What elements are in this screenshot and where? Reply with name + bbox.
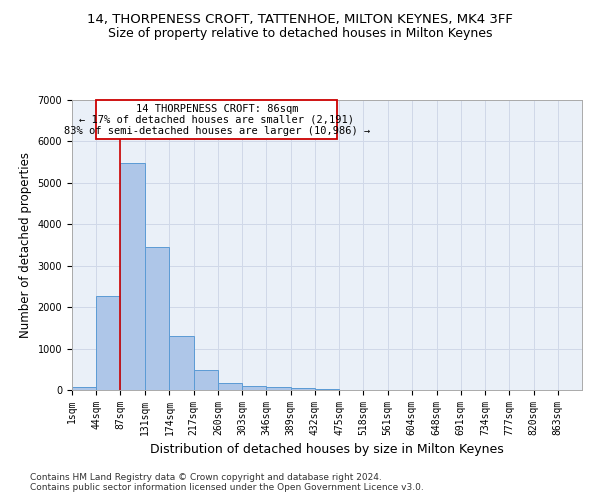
Bar bbox=[145, 248, 169, 390]
Bar bbox=[96, 100, 337, 140]
Text: 14, THORPENESS CROFT, TATTENHOE, MILTON KEYNES, MK4 3FF: 14, THORPENESS CROFT, TATTENHOE, MILTON … bbox=[87, 12, 513, 26]
X-axis label: Distribution of detached houses by size in Milton Keynes: Distribution of detached houses by size … bbox=[150, 444, 504, 456]
Y-axis label: Number of detached properties: Number of detached properties bbox=[19, 152, 32, 338]
Text: Contains HM Land Registry data © Crown copyright and database right 2024.
Contai: Contains HM Land Registry data © Crown c… bbox=[30, 473, 424, 492]
Bar bbox=[266, 386, 290, 390]
Bar bbox=[242, 386, 266, 390]
Bar bbox=[315, 389, 339, 390]
Text: 83% of semi-detached houses are larger (10,986) →: 83% of semi-detached houses are larger (… bbox=[64, 126, 370, 136]
Text: Size of property relative to detached houses in Milton Keynes: Size of property relative to detached ho… bbox=[108, 28, 492, 40]
Text: 14 THORPENESS CROFT: 86sqm: 14 THORPENESS CROFT: 86sqm bbox=[136, 104, 298, 114]
Text: ← 17% of detached houses are smaller (2,191): ← 17% of detached houses are smaller (2,… bbox=[79, 114, 355, 124]
Bar bbox=[290, 388, 315, 390]
Bar bbox=[194, 370, 218, 390]
Bar bbox=[96, 296, 121, 390]
Bar bbox=[218, 383, 242, 390]
Bar bbox=[72, 386, 96, 390]
Bar bbox=[169, 336, 194, 390]
Bar bbox=[121, 163, 145, 390]
